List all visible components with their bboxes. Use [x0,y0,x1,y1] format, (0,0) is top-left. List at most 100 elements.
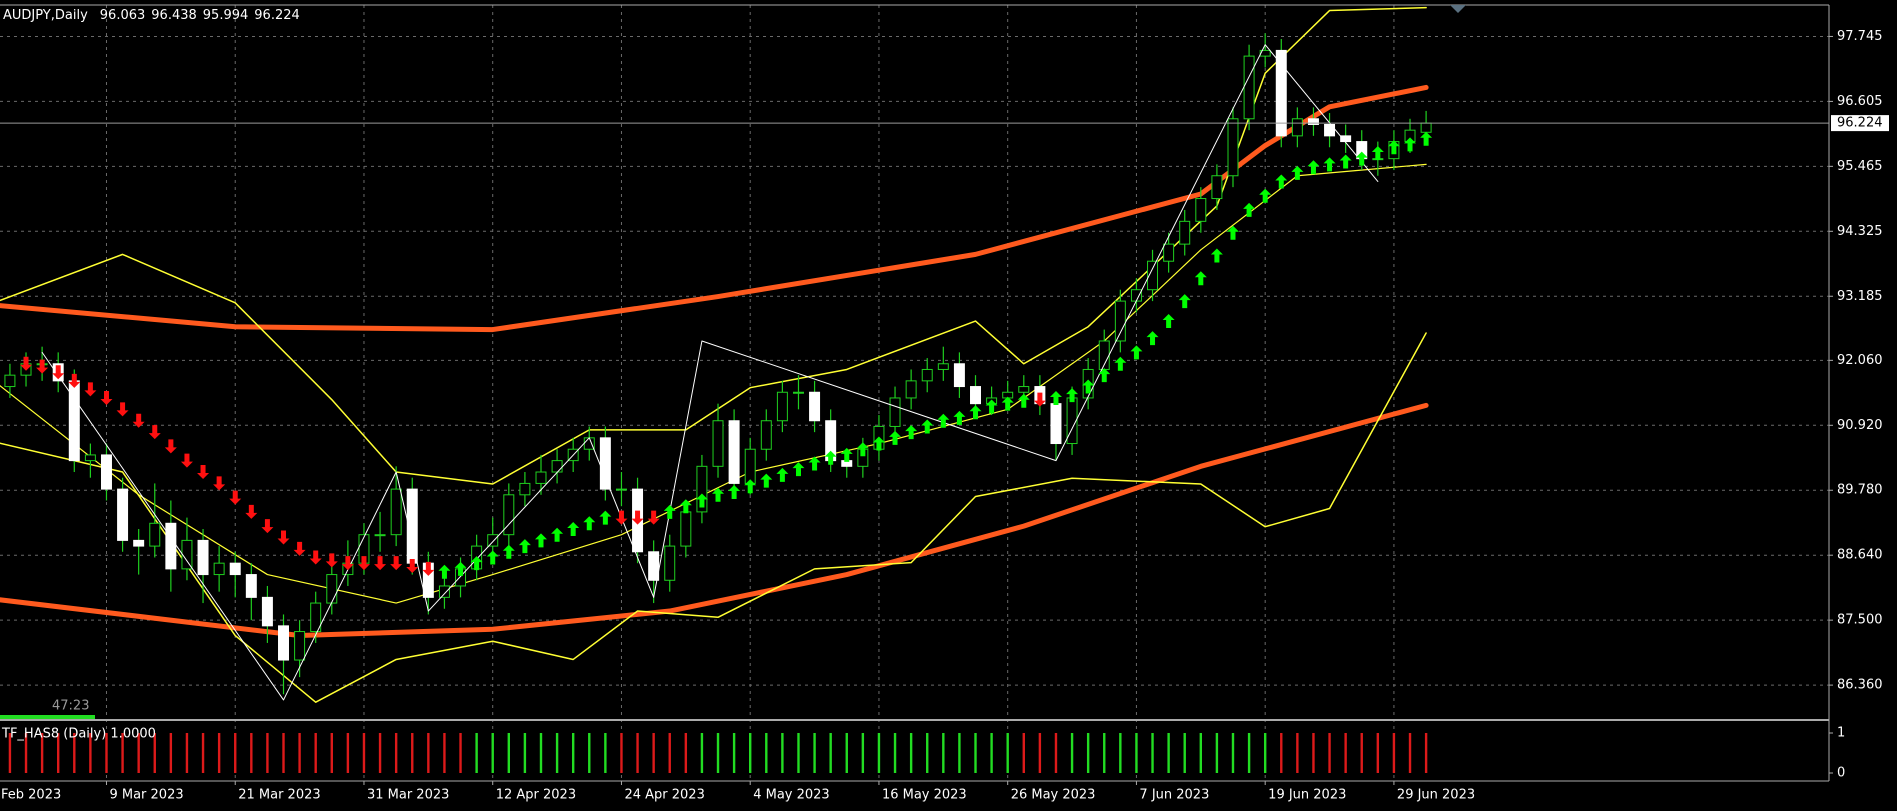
arrow-up [824,450,837,465]
x-tick-label: 26 May 2023 [1011,788,1096,803]
current-price-box [1831,115,1889,132]
x-tick-label: 21 Mar 2023 [238,788,320,803]
arrow-down [245,504,258,519]
arrow-up [953,410,966,425]
y-tick-label: 94.325 [1837,224,1883,239]
arrow-up [905,425,918,440]
candle-body [181,539,193,570]
plot-area [0,6,1829,703]
x-tick-label: 4 May 2023 [753,788,830,803]
y-tick-label: 87.500 [1837,613,1883,628]
arrow-down [180,453,193,468]
candle-body [438,585,450,598]
arrow-down [631,510,644,525]
y-tick-label: 97.745 [1837,29,1883,44]
arrow-up [728,484,741,499]
candle-body [503,494,515,536]
arrow-up [1226,225,1239,240]
candle-body [1163,243,1175,262]
candle-body [117,488,129,541]
arrow-up [1323,157,1336,172]
y-tick-label: 96.605 [1837,94,1883,109]
arrow-down [261,519,274,534]
arrow-down [615,510,628,525]
candle-body [4,374,16,388]
arrow-down [84,382,97,397]
arrow-up [1017,393,1030,408]
arrow-up [1420,131,1433,146]
arrow-up [1082,379,1095,394]
candle-body [615,488,627,491]
y-tick-label: 92.060 [1837,353,1883,368]
arrow-down [148,425,161,440]
chart-title: AUDJPY,Daily [3,8,88,23]
arrow-up [1066,388,1079,403]
axes: 97.745 96.605 95.465 94.325 93.185 92.060 90.9… [1,29,1889,803]
candle-body [744,448,756,484]
arrow-up [1387,140,1400,155]
arrow-up [551,527,564,542]
arrow-up [776,467,789,482]
arrow-up [486,550,499,565]
candle-body [84,454,96,462]
arrow-down [116,402,129,417]
arrow-up [1001,396,1014,411]
candle-body [551,460,563,473]
arrow-down [1033,392,1046,407]
arrow-up [969,405,982,420]
candle-body [310,602,322,633]
arrow-down [68,373,81,388]
candle-body [133,539,145,547]
candle-body [953,363,965,388]
arrow-up [808,456,821,471]
candle-body [1275,49,1287,137]
candle-body [165,522,177,570]
arrow-up [518,539,531,554]
candle-body [390,488,402,536]
arrow-up [1194,271,1207,286]
candle-body [278,625,289,661]
arrow-up [1307,160,1320,175]
y-tick-label: 86.360 [1837,678,1883,693]
indicator-line [0,402,1429,639]
arrow-up [679,499,692,514]
arrow-up [567,521,580,536]
x-tick-label: 12 Apr 2023 [496,788,576,803]
candle-body [792,391,804,394]
candle-body [760,420,772,450]
arrow-up [1049,390,1062,405]
candle-body [1259,49,1271,57]
arrow-up [712,487,725,502]
candle-body [197,539,209,576]
chart-header: AUDJPY,Daily 96.063 96.438 95.994 96.224 [3,8,300,23]
candle-body [1114,300,1126,342]
arrow-down [390,556,403,571]
x-tick-label: 31 Mar 2023 [367,788,449,803]
arrow-up [1114,356,1127,371]
candle-body [213,562,225,576]
candle-body [1420,122,1432,133]
arrow-up [695,493,708,508]
x-tick-label: 16 May 2023 [882,788,967,803]
arrow-up [889,430,902,445]
arrow-down [647,510,660,525]
arrow-down [164,439,177,454]
arrow-up [438,564,451,579]
arrow-up [840,447,853,462]
candle-body [1050,403,1062,445]
arrow-up [792,462,805,477]
x-tick-label: 7 Jun 2023 [1139,788,1209,803]
candle-body [970,386,981,405]
candle-body [1130,289,1142,302]
candle-body [1243,55,1255,120]
arrow-down [422,561,435,576]
arrow-up [1275,174,1288,189]
arrow-up [744,479,757,494]
arrow-up [454,561,467,576]
arrow-up [1178,294,1191,309]
y2-tick-label: 1 [1837,726,1845,741]
grid [0,5,1829,781]
indicator-line [0,332,1427,703]
arrow-up [1371,145,1384,160]
candle-body [535,471,547,484]
